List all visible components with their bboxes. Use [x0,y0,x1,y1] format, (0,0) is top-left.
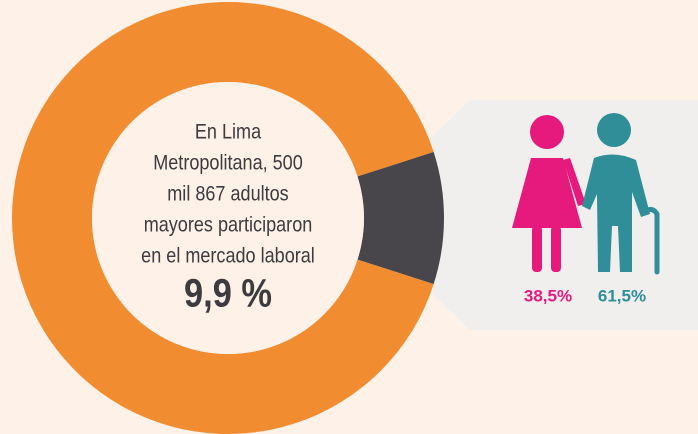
woman-icon [512,115,586,272]
center-value: 9,9 % [184,270,272,315]
center-line: mayores participaron [144,213,313,237]
share-label: 61,5% [598,286,646,305]
center-text: En Lima Metropolitana, 500 mil 867 adultos… [141,120,315,315]
head [597,113,631,147]
center-line: mil 867 adultos [167,182,289,206]
arm [518,160,538,214]
arm [563,158,586,206]
leg [532,226,542,272]
body [582,154,650,272]
center-line: Metropolitana, 500 [153,151,303,175]
donut-hole [92,82,364,354]
cane [642,206,660,275]
donut-segment [357,151,445,285]
man-icon [582,113,660,275]
center-line: en el mercado laboral [141,244,315,268]
share-label: 38,5% [524,286,572,305]
leg [551,226,561,272]
head [530,115,564,149]
center-line: En Lima [195,120,261,144]
donut-segment [12,2,434,434]
icons: 38,5% 61,5% [512,113,660,305]
donut [12,2,445,434]
